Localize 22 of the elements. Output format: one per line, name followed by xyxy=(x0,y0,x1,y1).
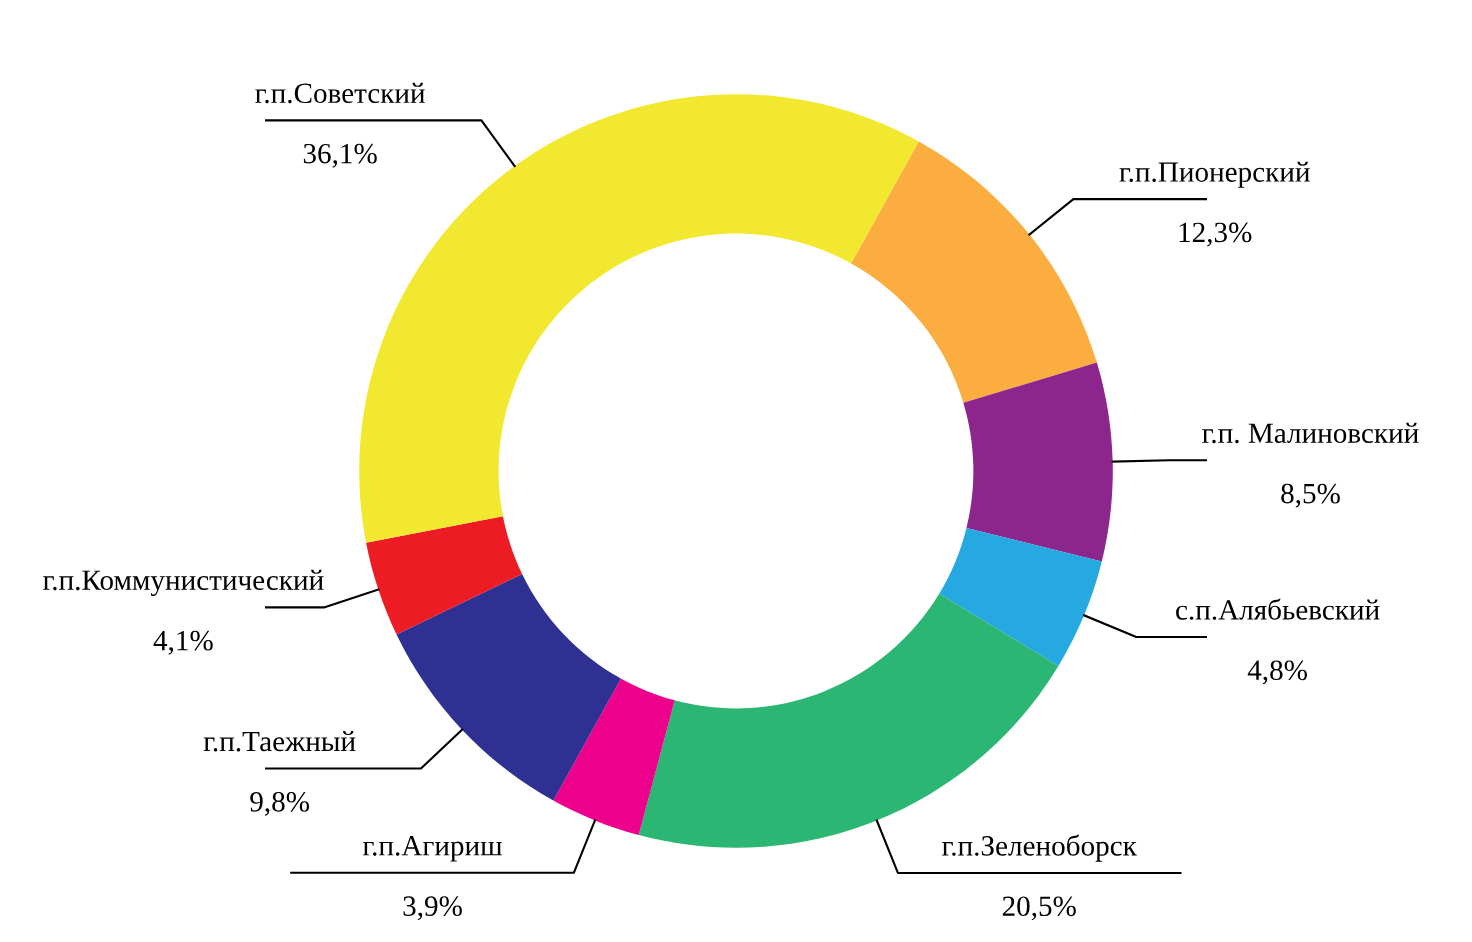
slice-label: г.п. Малиновский xyxy=(1202,422,1419,444)
data-label: 8,5% xyxy=(1281,483,1340,508)
donut-slice xyxy=(851,141,1097,403)
slice-label: г.п.Пионерский xyxy=(1119,161,1310,188)
slice-label: г.п.Коммунистический xyxy=(43,569,324,597)
slice-label: г.п.Агириш xyxy=(362,836,503,862)
slice-label: г.п.Зеленоборск xyxy=(942,834,1137,862)
slice-label: с.п.Алябьевский xyxy=(1176,598,1380,620)
donut-slice xyxy=(939,527,1102,666)
data-label: 9,8% xyxy=(250,791,310,816)
data-label: 36,1% xyxy=(303,143,377,168)
slice-label: г.п.Советский xyxy=(255,82,425,104)
donut-slice xyxy=(963,362,1113,562)
donut-slice xyxy=(396,574,621,801)
data-label: 4,8% xyxy=(1247,660,1307,685)
donut-slice xyxy=(553,678,675,836)
data-label: 4,1% xyxy=(153,630,213,655)
data-label: 12,3% xyxy=(1179,222,1252,247)
donut-slice xyxy=(366,516,523,635)
slice-label: г.п.Таежный xyxy=(203,731,356,752)
data-label: 20,5% xyxy=(1002,896,1076,921)
data-label: 3,9% xyxy=(403,896,462,921)
